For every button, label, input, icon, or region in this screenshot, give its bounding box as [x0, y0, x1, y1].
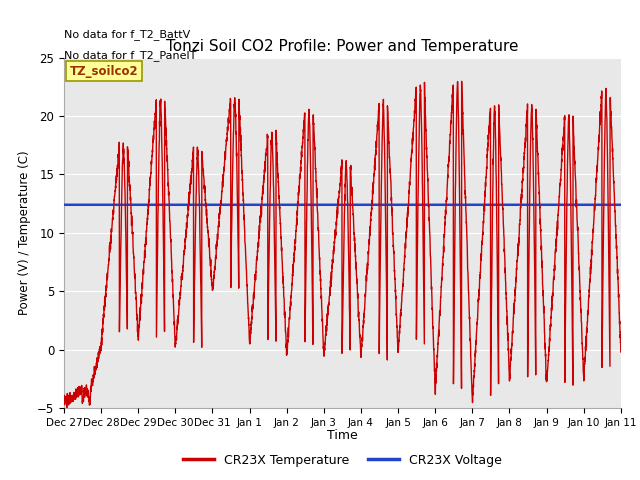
Text: No data for f_T2_PanelT: No data for f_T2_PanelT: [64, 50, 196, 61]
Text: No data for f_T2_BattV: No data for f_T2_BattV: [64, 30, 190, 40]
Title: Tonzi Soil CO2 Profile: Power and Temperature: Tonzi Soil CO2 Profile: Power and Temper…: [166, 39, 518, 54]
Legend: CR23X Temperature, CR23X Voltage: CR23X Temperature, CR23X Voltage: [178, 449, 507, 472]
Text: TZ_soilco2: TZ_soilco2: [70, 65, 138, 78]
Y-axis label: Power (V) / Temperature (C): Power (V) / Temperature (C): [19, 151, 31, 315]
X-axis label: Time: Time: [327, 429, 358, 442]
